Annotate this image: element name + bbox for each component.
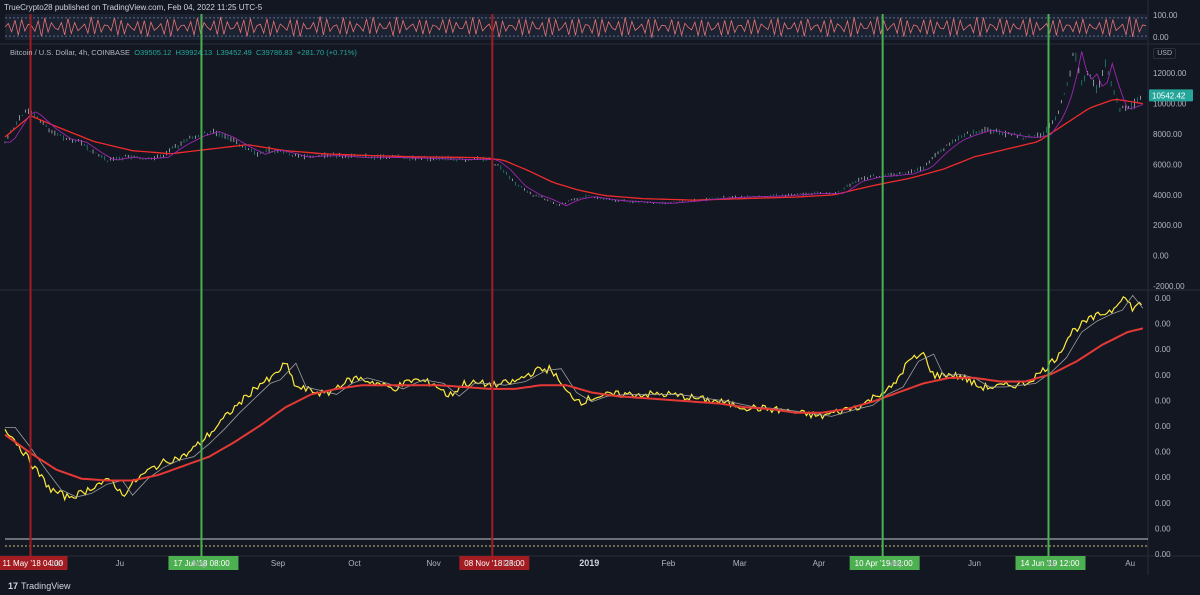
ohlc-high: H39924.13	[175, 48, 213, 57]
symbol-name[interactable]: Bitcoin / U.S. Dollar, 4h, COINBASE	[10, 48, 131, 57]
brand-name: TradingView	[21, 581, 71, 591]
marker-date-label: 17 Jul '18 08:00	[173, 559, 230, 568]
ohlc-low: L39452.49	[216, 48, 252, 57]
symbol-legend: Bitcoin / U.S. Dollar, 4h, COINBASE O395…	[10, 48, 357, 57]
price-moving-average-red	[4, 98, 1144, 201]
marker-date-label: 10 Apr '19 12:00	[855, 559, 914, 568]
oscillator-tick-label: 0.00	[1155, 320, 1171, 329]
time-axis-tick-label: Mar	[733, 559, 747, 568]
oscillator-yellow-line	[4, 295, 1143, 502]
time-axis-tick-label: Sep	[271, 559, 286, 568]
oscillator-tick-label: 0.00	[1155, 371, 1171, 380]
publisher-name[interactable]: TrueCrypto28	[4, 3, 53, 12]
top-tick-label: 100.00	[1153, 11, 1178, 20]
price-tick-label: 10000.00	[1153, 100, 1187, 109]
marker-date-label: 08 Nov '18 23:00	[464, 559, 525, 568]
tradingview-brand[interactable]: 17 TradingView	[8, 581, 71, 591]
last-price-badge	[1149, 89, 1193, 102]
publish-info: published on TradingView.com, Feb 04, 20…	[54, 3, 263, 12]
time-axis-tick-label: May	[888, 559, 903, 568]
price-tick-label: 4000.00	[1153, 191, 1182, 200]
time-axis-tick-label: Jul	[1046, 559, 1056, 568]
axes: 100.00 0.00 12000.00 10000.00 8000.00 6000.00…	[50, 11, 1193, 568]
oscillator-tick-label: 0.00	[1155, 473, 1171, 482]
oscillator-tick-label: 0.00	[1155, 499, 1171, 508]
time-axis-tick-label: Oct	[348, 559, 361, 568]
time-axis-tick-label: Jun	[50, 559, 63, 568]
ohlc-close: C39786.83	[256, 48, 293, 57]
price-tick-label: 6000.00	[1153, 160, 1182, 169]
oscillator-tick-label: 0.00	[1155, 448, 1171, 457]
top-oscillator-line	[4, 16, 1147, 38]
oscillator-tick-label: 0.00	[1155, 345, 1171, 354]
oscillator-tick-label: 0.00	[1155, 524, 1171, 533]
vertical-markers: 11 May '18 04:00 17 Jul '18 08:00 08 Nov '…	[0, 14, 1086, 570]
oscillator-tick-label: 0.00	[1155, 294, 1171, 303]
oscillator-tick-label: 0.00	[1155, 396, 1171, 405]
price-tick-label: -2000.00	[1153, 282, 1185, 291]
tradingview-logo-icon: 17	[8, 581, 19, 591]
marker-date-badge	[168, 556, 239, 570]
price-tick-label: 2000.00	[1153, 221, 1182, 230]
price-tick-label: 12000.00	[1153, 69, 1187, 78]
oscillator-gray-line	[5, 294, 1144, 498]
ohlc-open: O39505.12	[134, 48, 172, 57]
price-panel	[4, 51, 1144, 207]
time-axis-tick-label: Jun	[968, 559, 981, 568]
time-axis-tick-label: Apr	[813, 559, 826, 568]
marker-date-label: 11 May '18 04:00	[3, 559, 64, 568]
top-tick-label: 0.00	[1153, 33, 1169, 42]
currency-label[interactable]: USD	[1153, 48, 1176, 59]
oscillator-tick-label: 0.00	[1155, 422, 1171, 431]
time-axis-tick-label: Au	[1125, 559, 1135, 568]
time-axis-tick-label: Ju	[116, 559, 124, 568]
price-tick-label: 8000.00	[1153, 130, 1182, 139]
time-axis-tick-label: Dec	[503, 559, 517, 568]
time-axis-tick-label: 2019	[579, 558, 599, 568]
ohlc-change: +281.70 (+0.71%)	[296, 48, 357, 57]
time-axis-tick-label: Aug	[192, 559, 206, 568]
last-price-label: 10542.42	[1152, 91, 1186, 100]
oscillator-panel	[4, 294, 1148, 547]
time-axis-tick-label: Feb	[661, 559, 675, 568]
price-moving-average-purple	[5, 51, 1144, 207]
publish-header: TrueCrypto28 published on TradingView.co…	[4, 3, 262, 12]
oscillator-red-line	[4, 327, 1144, 482]
time-axis-tick-label: Nov	[427, 559, 441, 568]
marker-date-badge	[459, 556, 530, 570]
marker-date-badge	[849, 556, 920, 570]
marker-date-label: 14 Jun '19 12:00	[1020, 559, 1079, 568]
oscillator-tick-label: 0.00	[1155, 550, 1171, 559]
top-oscillator-panel	[4, 14, 1148, 40]
marker-date-badge	[1015, 556, 1086, 570]
marker-date-badge	[0, 556, 68, 570]
price-tick-label: 0.00	[1153, 252, 1169, 261]
